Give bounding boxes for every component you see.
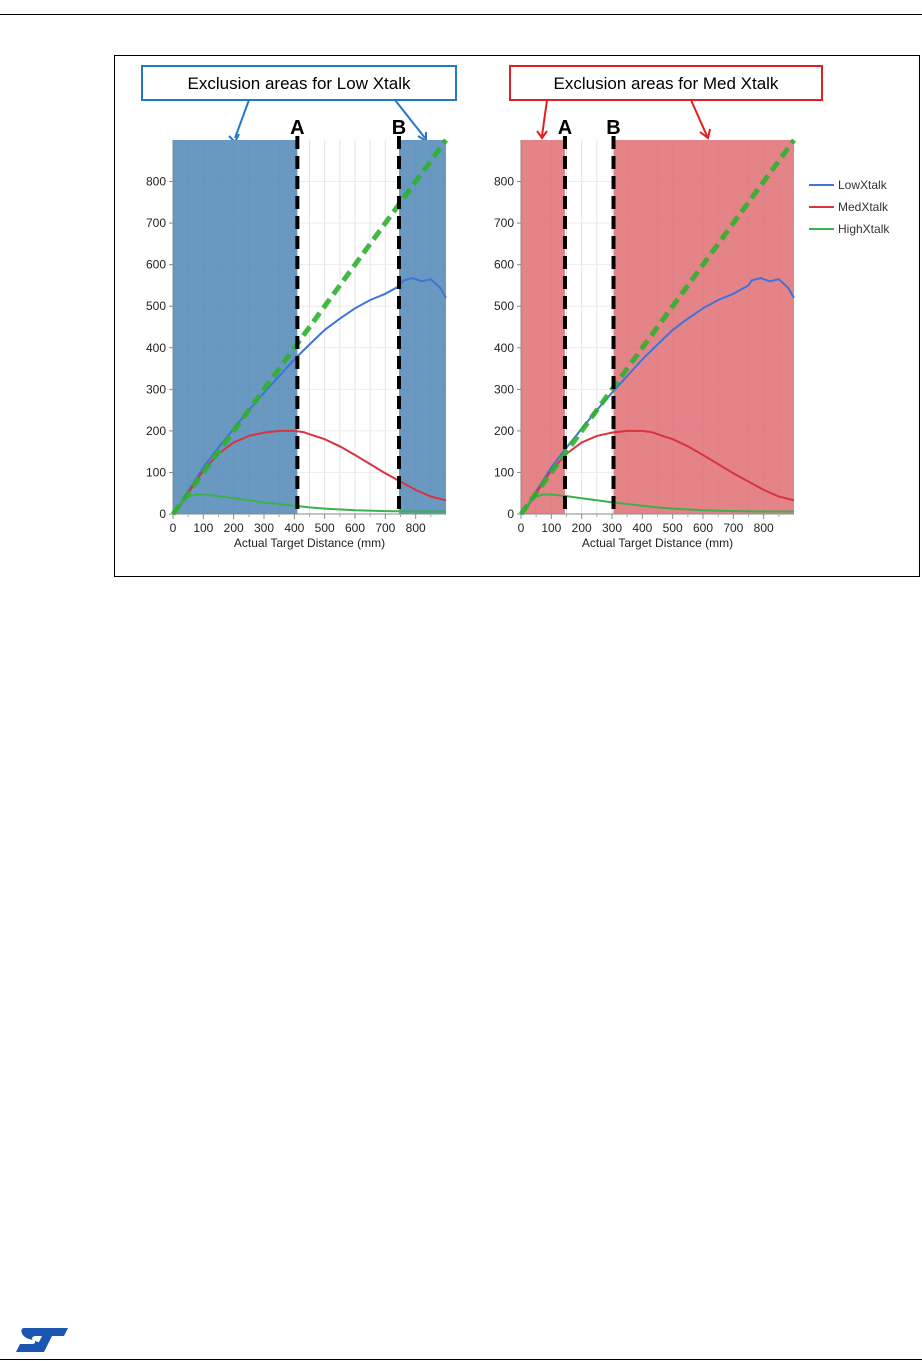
x-axis-label: Actual Target Distance (mm) [582,536,733,550]
x-tick-label: 800 [754,521,774,535]
legend-label-low: LowXtalk [838,178,888,192]
x-axis-label: Actual Target Distance (mm) [234,536,385,550]
y-tick-label: 500 [146,299,166,313]
ideal-line [518,138,797,516]
y-tick-label: 800 [494,175,514,189]
x-tick-label: 700 [723,521,743,535]
low-callout: Exclusion areas for Low Xtalk [141,65,457,144]
legend-label-med: MedXtalk [838,200,889,214]
med-xtalk-chart: 0 100 200 300 400 500 600 700 800 0 100 200 300 400 50… [494,117,797,550]
med-callout-arrow-left [541,99,548,137]
x-tick-label: 500 [315,521,335,535]
x-tick-label: 200 [224,521,244,535]
legend: LowXtalk MedXtalk HighXtalk [809,178,890,236]
figure-frame: Exclusion areas for Low Xtalk Exclusion … [114,55,920,577]
med-callout-arrowhead-right [699,128,711,140]
y-tick-label: 100 [146,465,166,479]
low-callout-box [141,65,457,101]
y-tick-label: 600 [494,258,514,272]
x-tick-label: 200 [572,521,592,535]
x-tick-label: 0 [170,521,177,535]
y-tick-label: 600 [146,258,166,272]
y-tick-label: 0 [159,507,166,521]
med-callout: Exclusion areas for Med Xtalk [509,65,823,140]
y-tick-label: 800 [146,175,166,189]
low-callout-arrow-left [234,99,250,139]
exclusion-area [521,140,565,514]
x-tick-label: 800 [406,521,426,535]
y-tick-label: 100 [494,465,514,479]
series-lowxtalk [520,276,795,515]
series-lowxtalk [172,276,447,515]
low-xtalk-chart: 0 100 200 300 400 500 600 700 800 0 100 200 300 400 50… [146,117,449,550]
y-tick-label: 500 [494,299,514,313]
x-tick-label: 400 [632,521,652,535]
exclusion-area [173,140,298,514]
y-tick-label: 700 [494,216,514,230]
page-bottom-rule [0,1359,922,1360]
x-tick-label: 400 [284,521,304,535]
page-top-rule [0,14,922,15]
y-tick-label: 0 [507,507,514,521]
legend-label-high: HighXtalk [838,222,890,236]
y-tick-label: 700 [146,216,166,230]
med-callout-box [509,65,823,101]
x-tick-label: 0 [518,521,525,535]
st-logo-icon [16,1328,68,1352]
ideal-line [170,138,449,516]
x-tick-label: 500 [663,521,683,535]
exclusion-area [613,140,794,514]
y-tick-label: 400 [146,341,166,355]
low-callout-arrow-right [394,99,426,139]
marker-label-b: B [606,117,620,139]
x-tick-label: 600 [345,521,365,535]
med-callout-text: Exclusion areas for Med Xtalk [554,74,779,93]
med-callout-arrow-right [690,99,708,137]
y-tick-label: 300 [146,382,166,396]
figure-svg: Exclusion areas for Low Xtalk Exclusion … [141,65,890,550]
y-tick-label: 300 [494,382,514,396]
x-tick-label: 100 [193,521,213,535]
x-tick-label: 300 [254,521,274,535]
x-tick-label: 700 [375,521,395,535]
marker-label-b: B [392,117,406,139]
marker-label-a: A [558,117,572,139]
x-tick-label: 600 [693,521,713,535]
low-callout-text: Exclusion areas for Low Xtalk [188,74,411,93]
series-highxtalk [172,493,446,515]
marker-label-a: A [290,117,304,139]
x-tick-label: 100 [541,521,561,535]
y-tick-label: 200 [146,424,166,438]
med-callout-arrowhead-left [536,130,548,140]
y-tick-label: 400 [494,341,514,355]
x-tick-label: 300 [602,521,622,535]
y-tick-label: 200 [494,424,514,438]
exclusion-area [398,140,446,514]
